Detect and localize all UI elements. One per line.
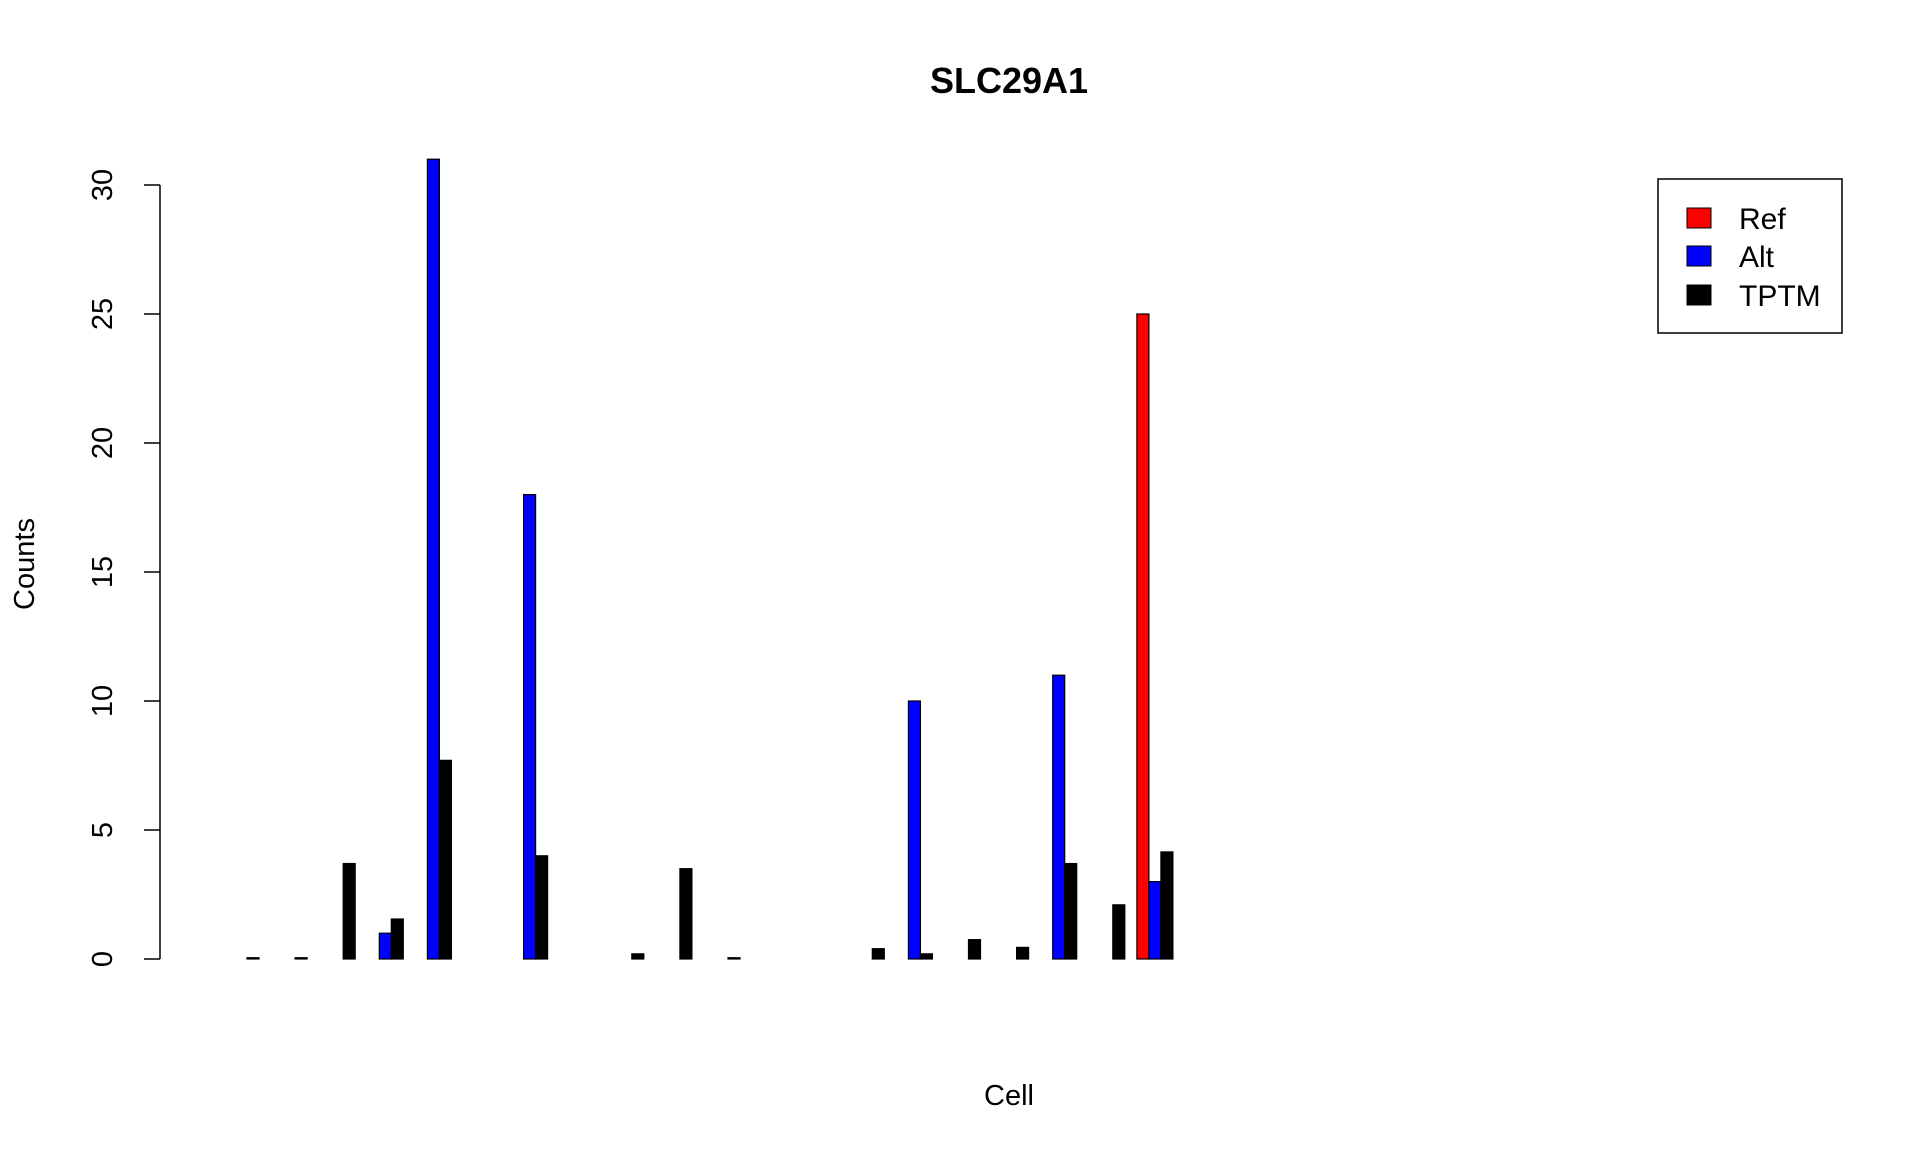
bar-tptm — [246, 957, 260, 960]
legend: Ref Alt TPTM — [1657, 178, 1843, 334]
legend-label-alt: Alt — [1739, 241, 1775, 274]
bar-tptm — [534, 855, 549, 960]
y-tick-label: 30 — [87, 169, 119, 201]
bar-tptm — [919, 953, 934, 960]
y-tick-label: 5 — [87, 822, 119, 838]
y-tick-label: 0 — [87, 951, 119, 967]
legend-label-ref: Ref — [1739, 203, 1786, 236]
bar-ref — [1136, 313, 1150, 960]
chart-title: SLC29A1 — [930, 60, 1088, 101]
bar-alt — [907, 700, 922, 960]
bar-tptm — [1064, 862, 1078, 960]
bar-tptm — [294, 957, 308, 960]
bar-alt — [1148, 880, 1162, 960]
bar-tptm — [967, 939, 982, 960]
bar-alt — [522, 494, 537, 960]
legend-swatch-tptm — [1686, 284, 1712, 306]
bar-tptm — [727, 957, 741, 960]
bar-alt — [1052, 674, 1066, 960]
bar-tptm — [679, 868, 693, 960]
bar-alt — [378, 932, 392, 960]
bars — [246, 158, 1174, 960]
bar-tptm — [438, 759, 452, 960]
y-tick-label: 20 — [87, 427, 119, 459]
bar-tptm — [871, 948, 885, 960]
bar-tptm — [1160, 851, 1174, 960]
bar-tptm — [1112, 904, 1126, 960]
y-tick-label: 15 — [87, 556, 119, 588]
y-tick-label: 25 — [87, 298, 119, 330]
legend-label-tptm: TPTM — [1739, 280, 1821, 313]
bar-tptm — [631, 953, 645, 960]
legend-swatch-alt — [1686, 245, 1712, 267]
x-axis-label: Cell — [984, 1080, 1034, 1112]
legend-swatch-ref — [1686, 207, 1712, 229]
y-axis: 0 5 10 15 20 25 30 — [87, 169, 161, 967]
y-axis-label: Counts — [9, 518, 41, 610]
bar-tptm — [1015, 946, 1030, 960]
y-tick-label: 10 — [87, 685, 119, 717]
bar-alt — [426, 158, 440, 960]
bar-tptm — [390, 918, 404, 960]
bar-tptm — [342, 862, 356, 960]
